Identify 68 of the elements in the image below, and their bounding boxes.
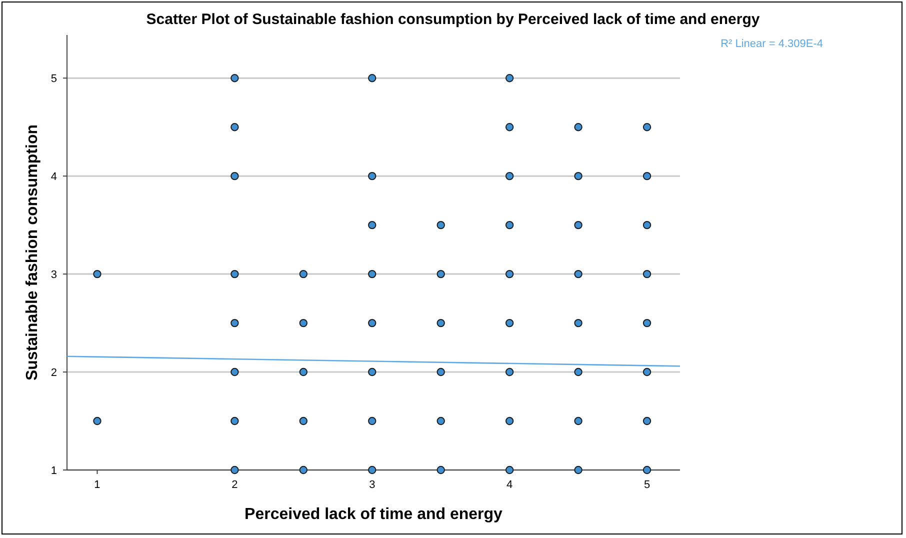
- point: [299, 466, 308, 474]
- point: [368, 416, 376, 426]
- point: [505, 122, 514, 132]
- y-tick-label: 4: [50, 171, 57, 184]
- point: [574, 122, 582, 132]
- point: [505, 318, 514, 328]
- point: [299, 416, 308, 426]
- y-tick-label: 2: [50, 367, 57, 380]
- point: [436, 220, 445, 230]
- point: [368, 220, 376, 230]
- point: [230, 122, 239, 132]
- point: [368, 74, 376, 82]
- point: [436, 466, 445, 474]
- point: [642, 368, 652, 376]
- point: [368, 368, 376, 376]
- point: [574, 368, 582, 376]
- point: [230, 466, 239, 474]
- point: [93, 416, 102, 426]
- point: [505, 466, 514, 474]
- point: [93, 270, 102, 278]
- point: [368, 318, 376, 328]
- point: [436, 368, 445, 376]
- y-axis-title: Sustainable fashion consumption: [24, 124, 41, 381]
- point: [436, 270, 445, 278]
- point: [642, 466, 652, 474]
- point: [436, 416, 445, 426]
- x-tick-label: 5: [644, 479, 650, 491]
- point: [642, 318, 652, 328]
- point: [368, 172, 376, 180]
- point: [574, 270, 582, 278]
- x-tick-label: 2: [232, 479, 238, 491]
- point: [505, 416, 514, 426]
- point: [368, 466, 376, 474]
- point: [299, 368, 308, 376]
- point: [505, 220, 514, 230]
- point: [505, 172, 514, 180]
- point: [574, 416, 582, 426]
- point: [505, 74, 514, 82]
- text: R² Linear = 4.309E-4: [720, 38, 823, 50]
- point: [299, 270, 308, 278]
- x-tick-label: 1: [94, 479, 100, 491]
- point: [642, 416, 652, 426]
- point: [230, 318, 239, 328]
- point: [574, 172, 582, 180]
- y-tick-label: 1: [50, 465, 57, 477]
- y-tick-label: 3: [50, 269, 57, 282]
- point: [642, 220, 652, 230]
- point: [299, 318, 308, 328]
- y-tick-label: 5: [50, 73, 57, 86]
- point: [505, 270, 514, 278]
- point: [230, 270, 239, 278]
- point: [574, 318, 582, 328]
- point: [230, 172, 239, 180]
- x-tick-label: 3: [369, 479, 376, 491]
- chart-title: Scatter Plot of Sustainable fashion consumption by Perceived lack of time and energy: [146, 11, 760, 28]
- point: [642, 122, 652, 132]
- point: [574, 466, 582, 474]
- point: [230, 368, 239, 376]
- x-axis-title: Perceived lack of time and energy: [244, 506, 503, 523]
- point: [230, 74, 239, 82]
- point: [230, 416, 239, 426]
- point: [574, 220, 582, 230]
- x-tick-label: 4: [506, 479, 513, 491]
- point: [505, 368, 514, 376]
- point: [368, 270, 376, 278]
- point: [642, 172, 652, 180]
- point: [436, 318, 445, 328]
- point: [642, 270, 652, 278]
